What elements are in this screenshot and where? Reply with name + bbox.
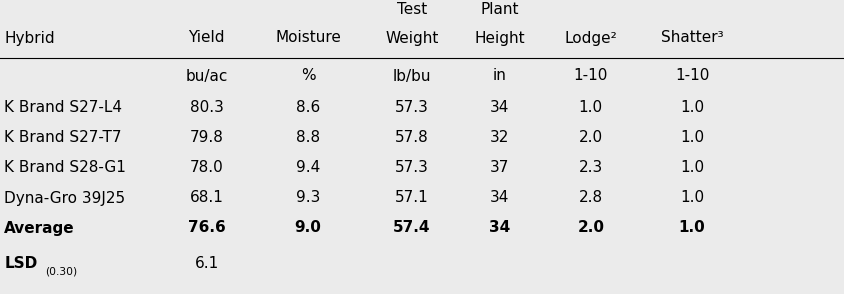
Text: 1.0: 1.0 (679, 220, 706, 235)
Text: Test: Test (397, 3, 427, 18)
Text: LSD: LSD (4, 256, 37, 271)
Text: 68.1: 68.1 (190, 191, 224, 206)
Text: 9.0: 9.0 (295, 220, 322, 235)
Text: 1.0: 1.0 (680, 161, 704, 176)
Text: 6.1: 6.1 (195, 256, 219, 271)
Text: 1-10: 1-10 (675, 69, 709, 83)
Text: 9.4: 9.4 (296, 161, 320, 176)
Text: Lodge²: Lodge² (565, 31, 617, 46)
Text: lb/bu: lb/bu (392, 69, 431, 83)
Text: 9.3: 9.3 (296, 191, 320, 206)
Text: 57.8: 57.8 (395, 131, 429, 146)
Text: K Brand S28-G1: K Brand S28-G1 (4, 161, 126, 176)
Text: bu/ac: bu/ac (186, 69, 228, 83)
Text: 57.3: 57.3 (395, 101, 429, 116)
Text: Yield: Yield (188, 31, 225, 46)
Text: 1.0: 1.0 (680, 101, 704, 116)
Text: in: in (493, 69, 506, 83)
Text: 8.8: 8.8 (296, 131, 320, 146)
Text: 2.0: 2.0 (577, 220, 604, 235)
Text: 1.0: 1.0 (579, 101, 603, 116)
Text: K Brand S27-L4: K Brand S27-L4 (4, 101, 122, 116)
Text: 78.0: 78.0 (190, 161, 224, 176)
Text: 57.1: 57.1 (395, 191, 429, 206)
Text: 80.3: 80.3 (190, 101, 224, 116)
Text: 57.3: 57.3 (395, 161, 429, 176)
Text: Dyna-Gro 39J25: Dyna-Gro 39J25 (4, 191, 126, 206)
Text: 2.3: 2.3 (579, 161, 603, 176)
Text: Shatter³: Shatter³ (661, 31, 723, 46)
Text: 1.0: 1.0 (680, 191, 704, 206)
Text: 1.0: 1.0 (680, 131, 704, 146)
Text: 2.0: 2.0 (579, 131, 603, 146)
Text: (0.30): (0.30) (45, 266, 77, 276)
Text: Average: Average (4, 220, 75, 235)
Text: Plant: Plant (480, 3, 519, 18)
Text: 2.8: 2.8 (579, 191, 603, 206)
Text: 34: 34 (490, 191, 509, 206)
Text: 32: 32 (490, 131, 509, 146)
Text: 1-10: 1-10 (574, 69, 608, 83)
Text: Weight: Weight (385, 31, 439, 46)
Text: 34: 34 (489, 220, 511, 235)
Text: Hybrid: Hybrid (4, 31, 55, 46)
Text: %: % (300, 69, 316, 83)
Text: K Brand S27-T7: K Brand S27-T7 (4, 131, 122, 146)
Text: Moisture: Moisture (275, 31, 341, 46)
Text: 37: 37 (490, 161, 509, 176)
Text: 34: 34 (490, 101, 509, 116)
Text: Height: Height (474, 31, 525, 46)
Text: 79.8: 79.8 (190, 131, 224, 146)
Text: 57.4: 57.4 (393, 220, 430, 235)
Text: 8.6: 8.6 (296, 101, 320, 116)
Text: 76.6: 76.6 (188, 220, 225, 235)
